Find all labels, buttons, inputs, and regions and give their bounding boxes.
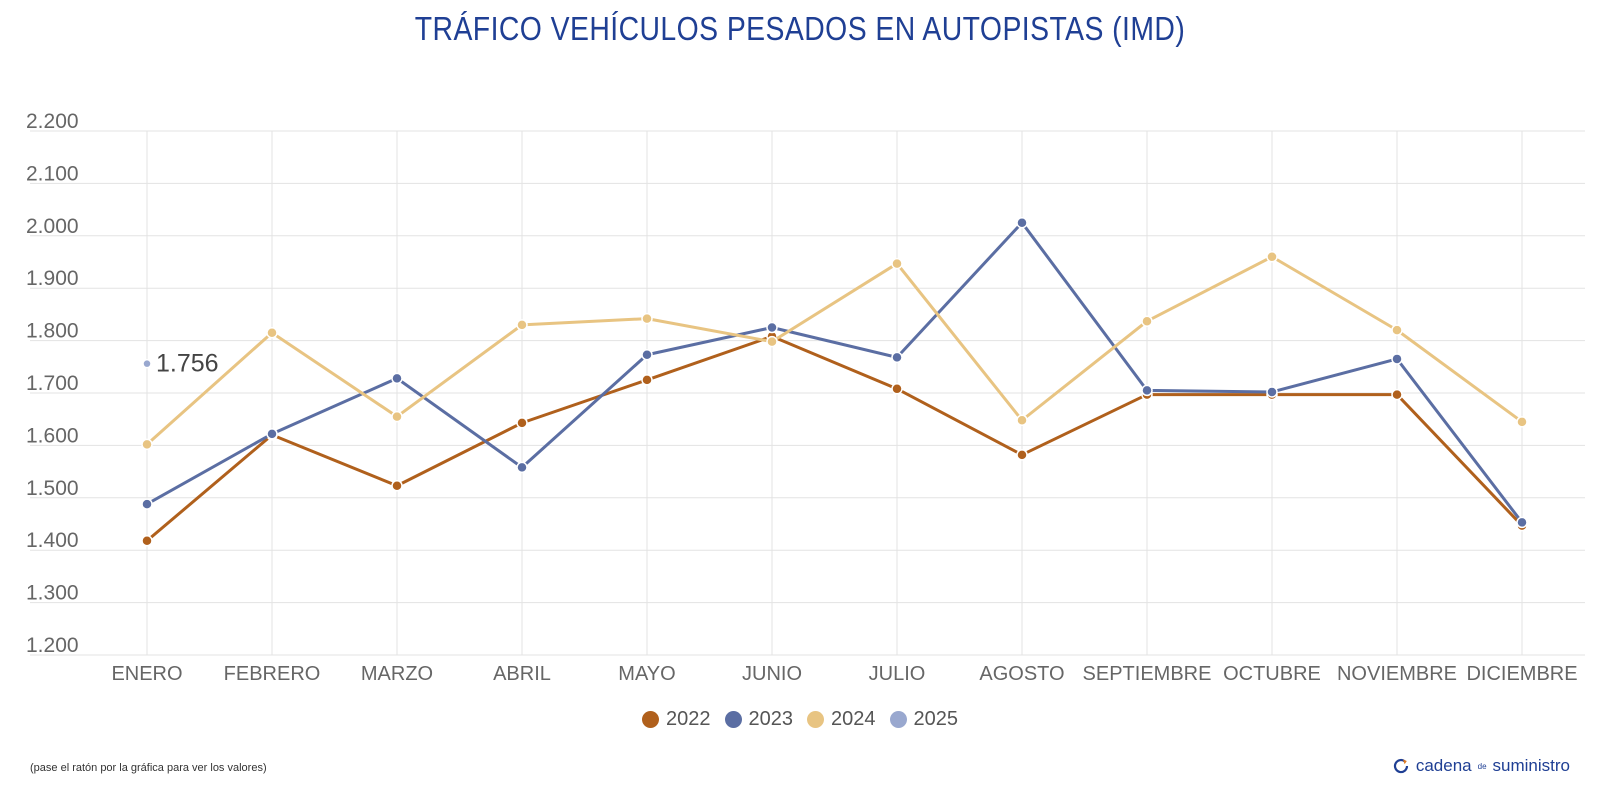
data-labels: 1.756 (156, 350, 219, 378)
y-tick-label: 2.100 (26, 162, 79, 185)
data-point-2023 (766, 321, 778, 334)
x-tick-label: SEPTIEMBRE (1083, 663, 1212, 685)
legend-swatch (724, 711, 742, 728)
x-tick-label: FEBRERO (224, 663, 321, 685)
x-tick-label: JUNIO (742, 663, 802, 685)
line-chart[interactable]: 1.200 1.300 1.400 1.500 1.600 1.700 1.800 1.900… (0, 0, 1600, 700)
legend-swatch (642, 711, 659, 728)
data-point-2022 (641, 374, 653, 386)
data-point-2023 (641, 348, 653, 361)
x-tick-label: NOVIEMBRE (1337, 663, 1457, 685)
x-tick-label: JULIO (869, 663, 926, 685)
series-line-2023 (146, 221, 1524, 524)
y-tick-label: 1.800 (26, 320, 79, 343)
data-point-2024 (891, 257, 903, 270)
data-point-2023 (1266, 386, 1278, 398)
data-point-2024 (516, 319, 528, 331)
chart-title: TRÁFICO VEHÍCULOS PESADOS EN AUTOPISTAS … (414, 10, 1186, 47)
y-tick-label: 2.200 (26, 110, 79, 133)
series-group (141, 216, 1528, 547)
logo-text-suministro: suministro (1492, 756, 1570, 775)
x-tick-label: ENERO (111, 663, 182, 685)
data-point-2024 (766, 335, 778, 348)
data-point-2023 (891, 351, 903, 364)
x-tick-label: OCTUBRE (1223, 663, 1321, 685)
x-tick-label: AGOSTO (979, 663, 1064, 685)
data-point-2024 (141, 438, 153, 451)
data-point-2024 (641, 312, 653, 325)
legend-label: 2022 (666, 708, 711, 730)
data-point-2024 (266, 326, 278, 339)
legend-item-2025[interactable]: 2025 (889, 708, 959, 731)
footnote: (pase el ratón por la gráfica para ver l… (30, 762, 267, 774)
data-point-2023 (516, 461, 528, 474)
series-line-2022 (146, 334, 1524, 542)
y-tick-label: 1.200 (26, 634, 79, 657)
data-point-2022 (516, 417, 528, 429)
x-tick-label: MAYO (618, 663, 675, 685)
y-tick-label: 2.000 (26, 215, 79, 238)
data-point-2024 (391, 410, 403, 423)
brand-logo[interactable]: cadena de suministro (1392, 756, 1570, 776)
data-point-2024 (1141, 315, 1153, 327)
logo-text-cadena: cadena (1415, 756, 1472, 775)
legend-label: 2023 (748, 708, 794, 730)
data-point-2022 (141, 535, 153, 547)
legend-label: 2024 (831, 708, 876, 730)
legend-item-2023[interactable]: 2023 (724, 708, 794, 731)
y-tick-label: 1.900 (26, 267, 79, 290)
y-tick-label: 1.700 (26, 372, 79, 395)
legend-swatch (889, 711, 907, 728)
data-point-2023 (1391, 353, 1403, 365)
x-tick-label: DICIEMBRE (1466, 663, 1577, 685)
data-point-2023 (1016, 216, 1028, 229)
y-tick-label: 1.400 (26, 529, 79, 552)
grid-lines (30, 130, 1585, 656)
data-point-2024 (1391, 324, 1403, 336)
series-line-2024 (146, 255, 1523, 446)
legend: 2022 2023 2024 2025 (0, 708, 1600, 731)
y-tick-label: 1.600 (26, 424, 79, 447)
data-point-2025 (142, 358, 152, 369)
data-point-2022 (391, 479, 403, 492)
data-point-2022 (891, 383, 903, 395)
data-point-2022 (1391, 388, 1403, 401)
refresh-arrow-icon (1393, 758, 1408, 774)
logo-text-de: de (1477, 761, 1487, 771)
data-point-2024 (1266, 251, 1278, 263)
x-tick-label: MARZO (361, 663, 433, 685)
legend-swatch (807, 711, 824, 728)
data-point-2024 (1516, 416, 1528, 428)
data-point-2023 (141, 498, 153, 510)
data-point-2023 (391, 372, 403, 385)
y-tick-label: 1.300 (26, 582, 79, 605)
legend-label: 2025 (913, 708, 959, 730)
data-point-2023 (1516, 516, 1528, 529)
x-axis: ENERO FEBRERO MARZO ABRIL MAYO JUNIO JULIO AGOS… (111, 663, 1577, 685)
data-point-2023 (266, 428, 278, 440)
y-axis: 1.200 1.300 1.400 1.500 1.600 1.700 1.800 1.900… (26, 110, 79, 657)
y-tick-label: 1.500 (26, 477, 79, 500)
legend-item-2022[interactable]: 2022 (642, 708, 711, 731)
data-point-2023 (1141, 384, 1153, 397)
data-point-2024 (1016, 414, 1028, 426)
data-label-2025: 1.756 (156, 350, 219, 378)
x-tick-label: ABRIL (493, 663, 551, 685)
data-point-2022 (1016, 449, 1028, 461)
legend-item-2024[interactable]: 2024 (807, 708, 876, 731)
